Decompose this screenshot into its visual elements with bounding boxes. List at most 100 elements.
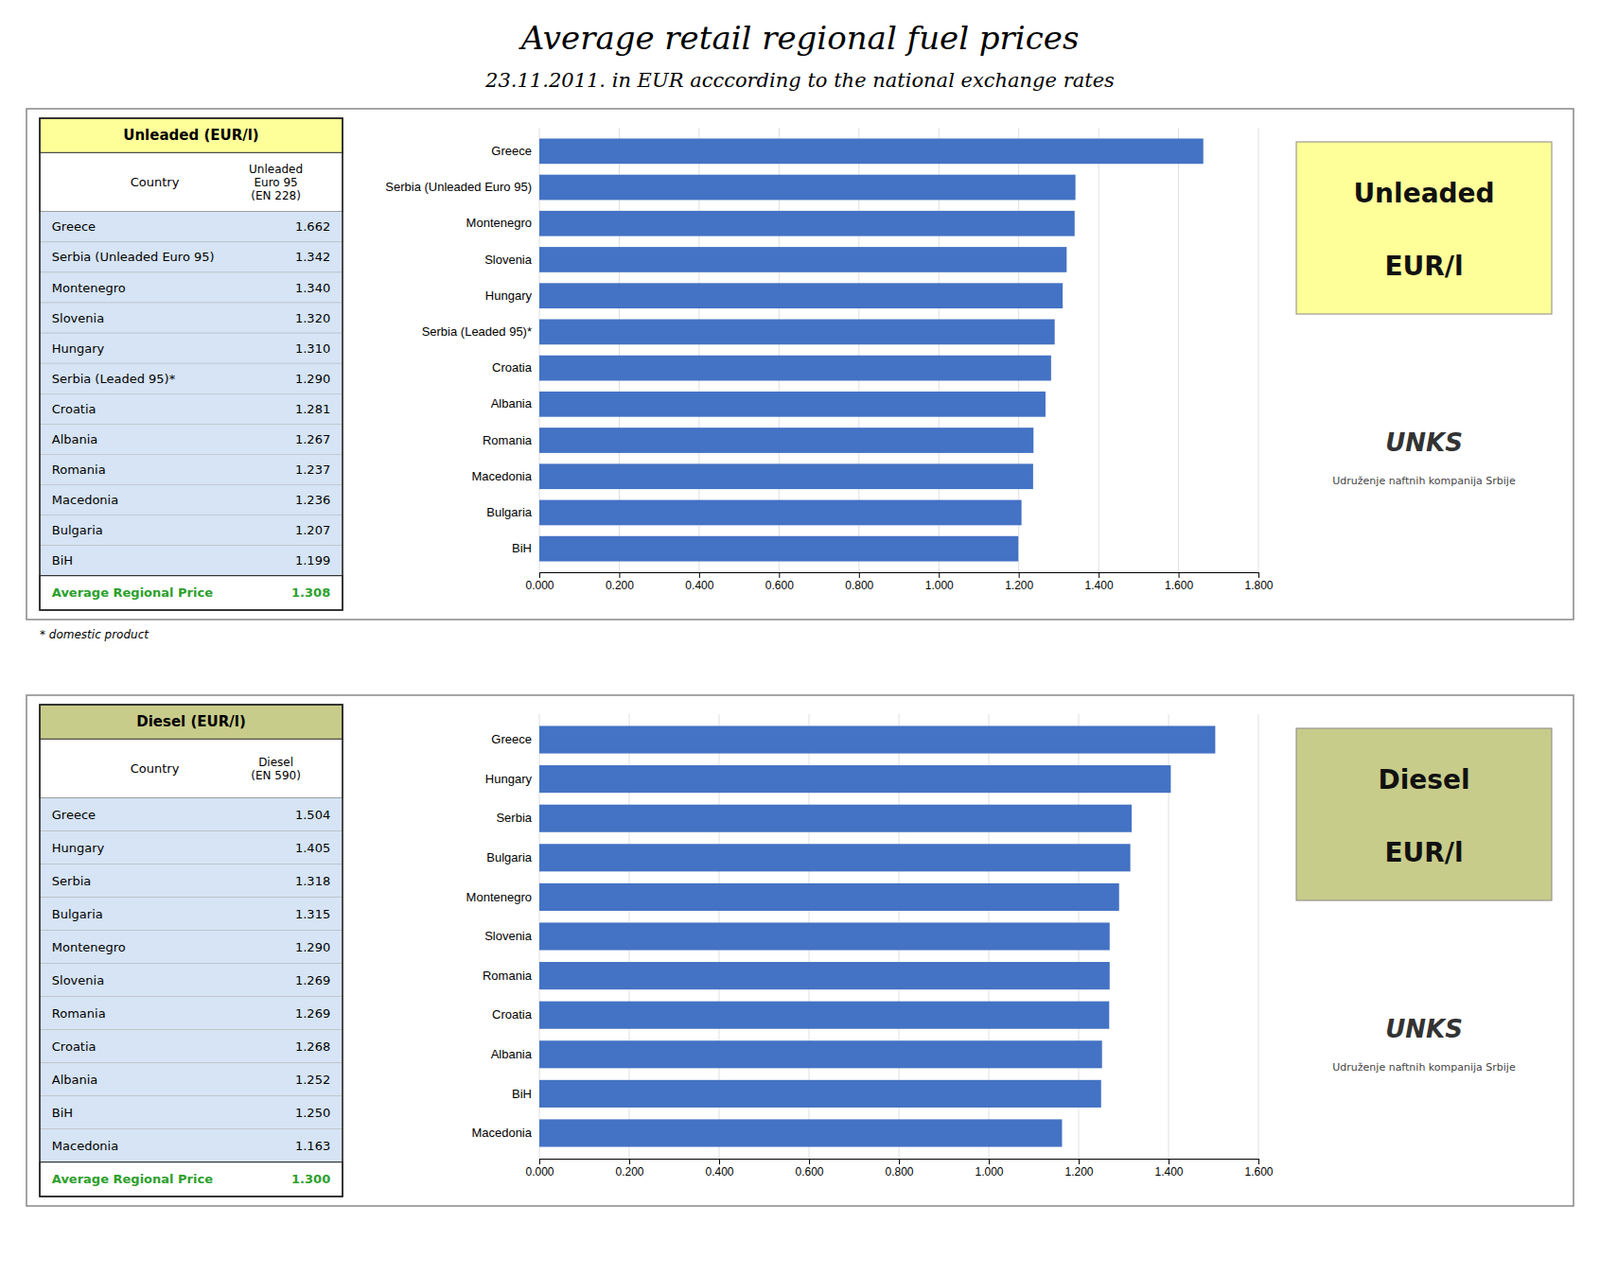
table-row-bg [39,423,343,455]
y-tick-label: Croatia [492,1007,533,1022]
x-axis-line [540,573,1260,580]
bar [539,175,1076,201]
x-tick-mark [1258,1159,1260,1165]
x-tick: 0.600 [765,572,794,593]
table-header-bg [39,118,343,153]
logo-text: Udruženje naftnih kompanija Srbije [1332,1061,1516,1074]
x-tick-label: 0.600 [765,579,794,593]
x-axis: 0.0000.2000.4000.6000.8001.0001.2001.400… [525,572,1273,593]
table-country: Albania [52,1072,99,1088]
y-tick: Albania [491,396,533,411]
y-tick: Serbia (Leaded 95)* [421,324,532,339]
bar [539,805,1132,833]
y-tick-label: Slovenia [484,929,533,944]
y-tick-label: Hungary [485,772,533,787]
table-header: Unleaded (EUR/l) [123,126,259,144]
x-tick-label: 0.400 [685,579,714,593]
x-tick-mark [539,572,541,579]
x-tick-mark [719,1159,721,1165]
y-tick-label: Greece [491,732,532,747]
table-column-header: Diesel(EN 590) [250,756,301,783]
table-country: Serbia [52,874,91,889]
bars [539,725,1215,1147]
table-country: Hungary [52,841,106,856]
bar-chart: 0.0000.2000.4000.6000.8001.0001.2001.400… [466,714,1274,1179]
table-border [39,118,343,611]
y-tick-label: Montenegro [466,215,532,230]
bar [539,282,1063,309]
table-column-header-bg [39,152,343,211]
x-tick-mark [938,572,940,579]
table-column-header-line: Country [130,175,180,190]
y-tick-label: Croatia [492,360,533,375]
table-country: BiH [52,553,73,568]
x-tick-mark [539,1159,541,1165]
table-value: 1.199 [295,553,331,568]
bar [539,962,1110,990]
x-tick-mark [1019,572,1020,579]
y-tick: Hungary [485,288,533,303]
table-row-bg [39,333,343,364]
bar [539,500,1022,527]
table-value: 1.281 [295,402,331,417]
x-tick-label: 0.600 [794,1165,824,1179]
table-row-bg [39,242,343,273]
logo-text: UNKS [1385,428,1463,458]
y-tick: Montenegro [466,890,532,905]
x-tick-mark [778,572,780,579]
x-tick-label: 0.000 [525,579,554,593]
section-border [26,108,1574,620]
bar [539,391,1046,418]
y-tick-label: Macedonia [471,469,532,484]
table-value: 1.340 [295,281,331,296]
table-value: 1.269 [295,973,331,988]
table-country: Hungary [52,341,106,356]
bar [539,1119,1062,1147]
y-tick-label: Macedonia [471,1125,532,1141]
y-tick-label: Albania [491,396,533,411]
table-country: Croatia [52,402,97,417]
table-row-bg [39,1129,343,1163]
table-row-bg [39,363,343,394]
x-tick: 1.200 [1064,1159,1093,1179]
y-tick-label: Romania [482,968,533,984]
table-country: Montenegro [52,940,126,955]
table-row-bg [39,393,343,424]
table-value: 1.342 [295,249,331,264]
table-country: Macedonia [52,492,119,508]
y-tick: Croatia [492,1007,533,1022]
logo-text: Udruženje naftnih kompanija Srbije [1332,474,1516,488]
table-value: 1.252 [295,1072,331,1088]
x-tick-label: 0.400 [704,1165,734,1179]
table-average-label: Average Regional Price [52,585,213,600]
bar [539,1002,1109,1030]
x-tick: 1.800 [1244,572,1273,593]
table-country: Bulgaria [52,907,104,922]
table-country: Montenegro [52,281,126,296]
chart-container: Average retail regional fuel prices23.11… [0,0,1600,1275]
x-tick-label: 1.200 [1064,1165,1093,1179]
table-value: 1.268 [295,1039,331,1055]
y-tick-label: Serbia [495,810,532,826]
table-value: 1.405 [295,841,331,856]
y-tick: Romania [482,968,533,984]
bar [539,883,1120,912]
y-tick-label: Serbia (Unleaded Euro 95) [385,179,532,194]
grid-line [1098,127,1100,573]
y-tick: Greece [491,732,532,747]
table-average-value: 1.300 [291,1172,331,1187]
y-tick: BiH [511,541,532,556]
y-tick-label: Slovenia [484,252,533,267]
x-tick-label: 1.800 [1244,579,1273,593]
x-tick: 1.400 [1085,572,1114,593]
x-tick-mark [629,1159,631,1165]
table-column-header-line: Euro 95 [253,175,298,190]
y-tick: Serbia (Unleaded Euro 95) [385,179,532,194]
table-country: Slovenia [52,973,105,988]
y-tick: Slovenia [484,929,533,944]
table-value: 1.315 [295,907,331,922]
logo-text: UNKS [1385,1015,1463,1044]
table-country: Serbia (Leaded 95)* [52,371,176,387]
x-tick-mark [1258,572,1260,579]
x-tick: 0.800 [884,1159,914,1179]
